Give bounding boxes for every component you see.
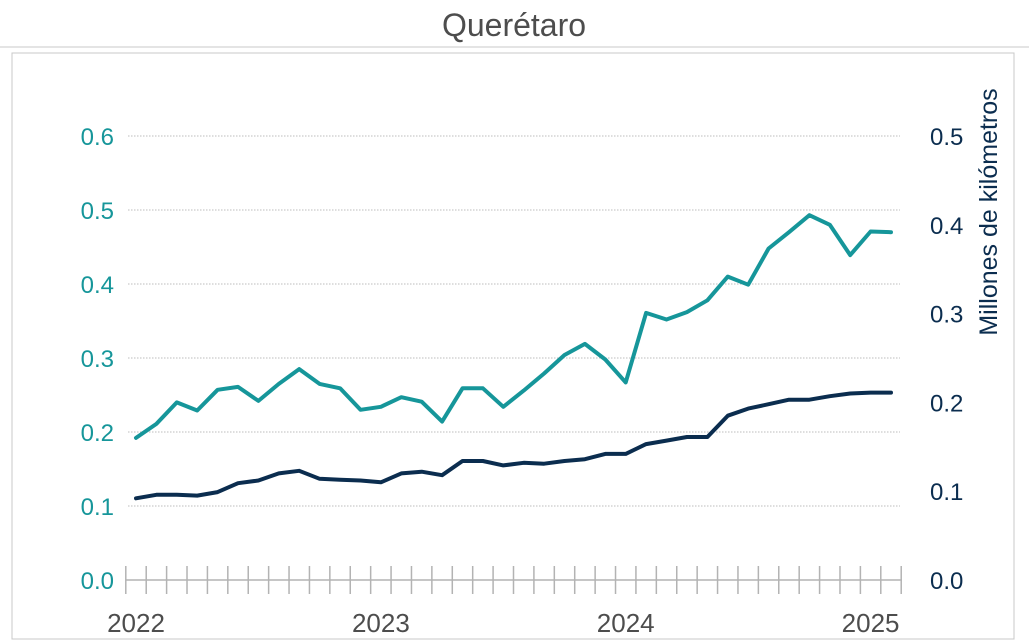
- series-line-right: [134, 390, 893, 501]
- y-axis-left-label: Millones de pasajeras/os: [28, 216, 56, 491]
- y-right-tick-label: 0.2: [930, 390, 963, 417]
- y-left-tick-label: 0.5: [81, 198, 114, 225]
- y-left-tick-label: 0.6: [81, 124, 114, 151]
- chart-title: Querétaro: [442, 7, 586, 43]
- series-line-left: [134, 213, 893, 440]
- x-tick-label: 2023: [352, 608, 410, 638]
- y-left-tick-label: 0.0: [81, 568, 114, 595]
- y-right-tick-label: 0.4: [930, 213, 963, 240]
- y-right-tick-label: 0.0: [930, 568, 963, 595]
- y-left-tick-label: 0.1: [81, 494, 114, 521]
- y-axis-left: 0.0 0.1 0.2 0.3 0.4 0.5 0.6: [81, 124, 114, 595]
- y-left-tick-label: 0.4: [81, 272, 114, 299]
- y-left-tick-label: 0.2: [81, 420, 114, 447]
- y-axis-right: 0.0 0.1 0.2 0.3 0.4 0.5: [930, 124, 963, 595]
- y-axis-right-label: Millones de kilómetros: [975, 88, 1003, 335]
- y-right-tick-label: 0.5: [930, 124, 963, 151]
- x-tick-label: 2024: [597, 608, 655, 638]
- y-right-tick-label: 0.1: [930, 479, 963, 506]
- plot-frame: [11, 52, 1015, 640]
- x-tick-label: 2025: [842, 608, 900, 638]
- y-left-tick-label: 0.3: [81, 346, 114, 373]
- x-axis: 2022 2023 2024 2025: [107, 566, 902, 638]
- series-group: [134, 213, 893, 501]
- x-tick-label: 2022: [107, 608, 165, 638]
- grid-lines: [128, 135, 900, 507]
- y-right-tick-label: 0.3: [930, 302, 963, 329]
